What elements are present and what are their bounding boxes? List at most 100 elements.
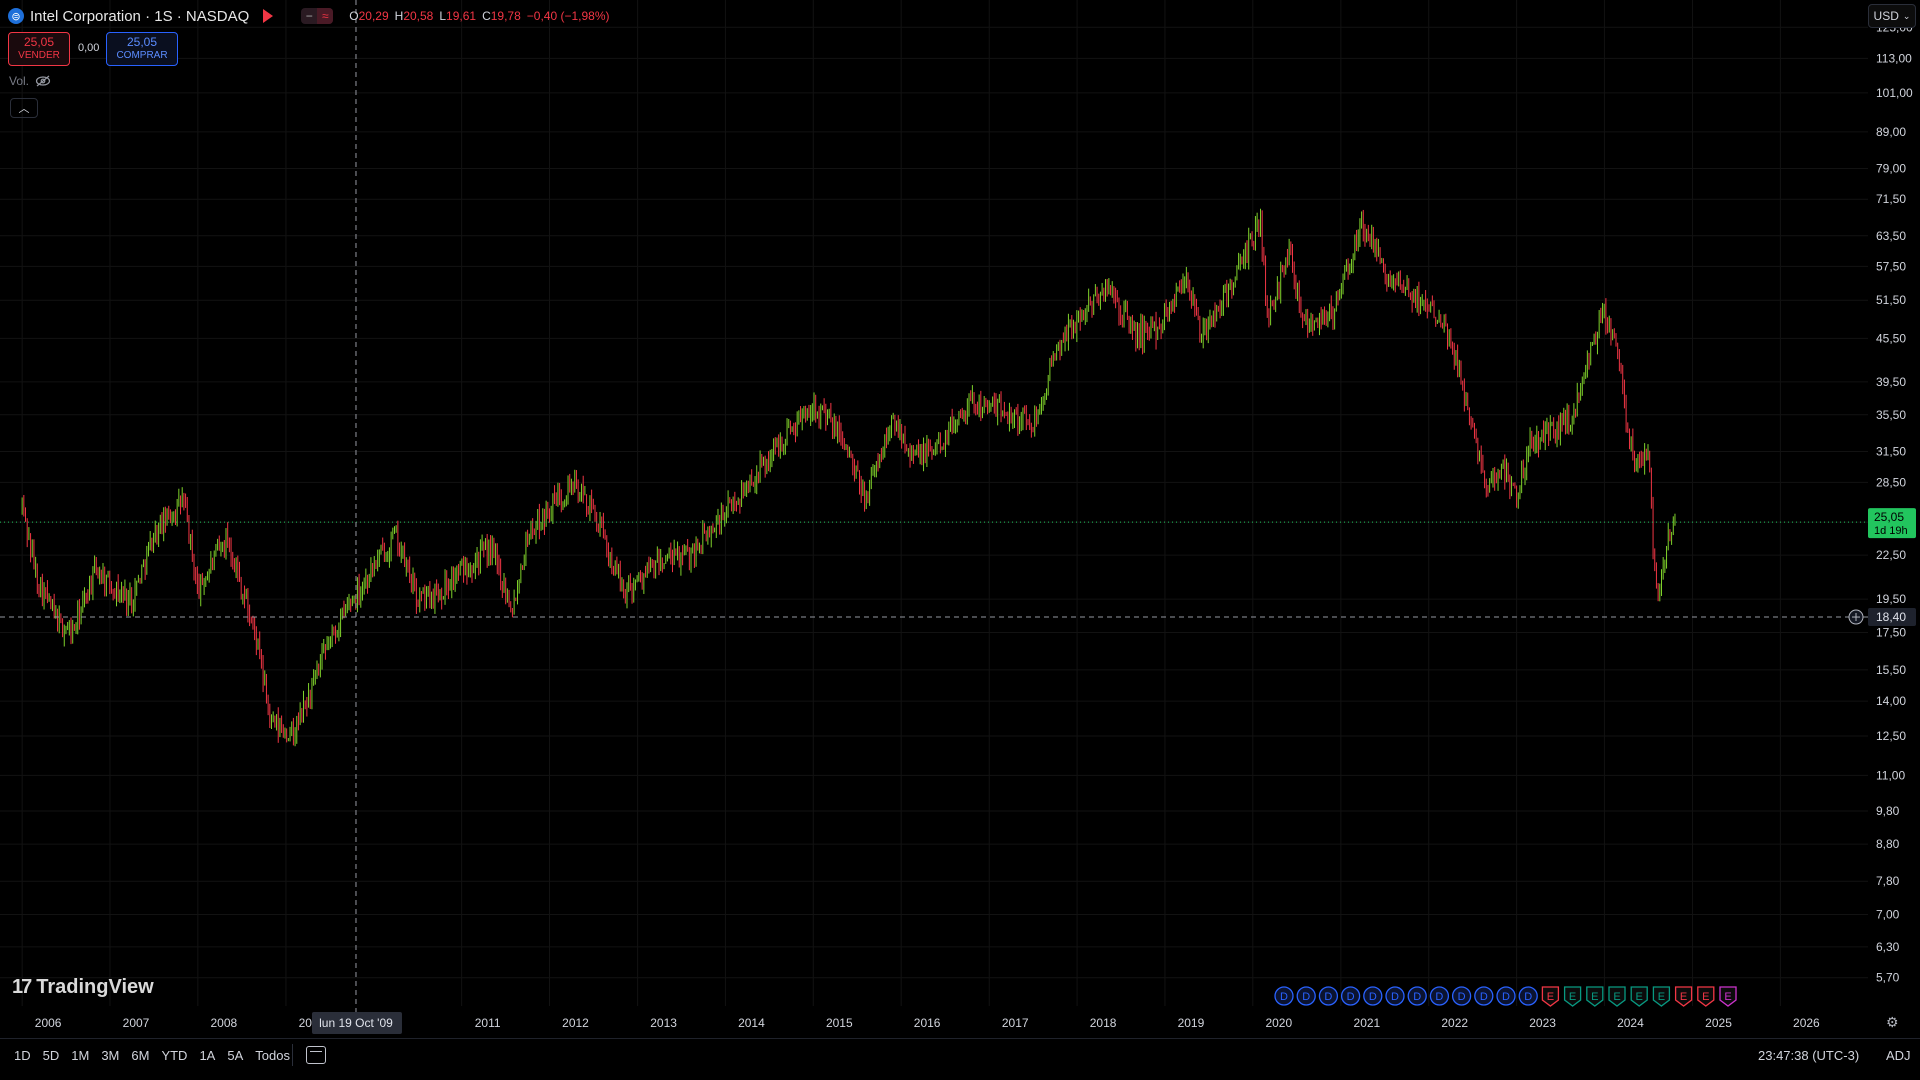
earnings-marker[interactable] [1608, 986, 1626, 1007]
event-marker-label: D [1502, 991, 1510, 1003]
dividend-marker[interactable] [1318, 986, 1339, 1006]
price-change: −0,40 (−1,98%) [526, 9, 610, 23]
calendar-icon[interactable] [306, 1046, 326, 1064]
event-marker-label: D [1369, 991, 1377, 1003]
y-tick-label: 12,50 [1876, 729, 1906, 743]
range-button-5a[interactable]: 5A [227, 1048, 244, 1063]
y-tick-label: 11,00 [1876, 768, 1905, 782]
y-tick-label: 79,00 [1876, 162, 1906, 176]
collapse-legend-button[interactable]: ︿ [10, 98, 38, 118]
earnings-marker[interactable] [1630, 986, 1648, 1007]
y-tick-label: 7,80 [1876, 874, 1900, 888]
brand-name: TradingView [36, 976, 154, 998]
x-tick-label: 2022 [1441, 1016, 1468, 1030]
x-tick-label: 2016 [914, 1016, 941, 1030]
x-tick-label: 2012 [562, 1016, 589, 1030]
clock[interactable]: 23:47:38 (UTC-3) [1758, 1048, 1860, 1063]
dividend-marker[interactable] [1429, 986, 1450, 1006]
earnings-marker[interactable] [1652, 986, 1671, 1007]
dividend-marker[interactable] [1363, 986, 1383, 1006]
earnings-marker[interactable] [1719, 986, 1737, 1007]
y-tick-label: 101,00 [1876, 86, 1913, 100]
y-tick-label: 39,50 [1876, 375, 1906, 389]
x-tick-label: 2018 [1090, 1016, 1117, 1030]
x-tick-label: 2015 [826, 1016, 853, 1030]
x-tick-label: 2007 [123, 1016, 150, 1030]
dividend-marker[interactable] [1407, 986, 1427, 1006]
buy-price: 25,05 [126, 35, 158, 49]
buy-label: COMPRAR [116, 50, 168, 61]
event-marker-label: D [1480, 991, 1488, 1003]
y-tick-label: 7,00 [1876, 908, 1900, 922]
dividend-marker[interactable] [1518, 986, 1538, 1006]
y-tick-label: 31,50 [1876, 445, 1906, 459]
x-tick-label: 2024 [1617, 1016, 1644, 1030]
event-marker-label: E [1724, 991, 1731, 1003]
globe-icon: ⊜ [8, 8, 24, 24]
toolbar-divider [292, 1044, 293, 1066]
y-tick-label: 63,50 [1876, 229, 1906, 243]
x-tick-label: 2006 [35, 1016, 62, 1030]
y-tick-label: 14,00 [1876, 694, 1906, 708]
minus-icon[interactable]: − [305, 9, 313, 23]
range-button-3m[interactable]: 3M [101, 1048, 120, 1063]
dividend-marker[interactable] [1385, 986, 1405, 1006]
symbol-header[interactable]: ⊜ Intel Corporation · 1S · NASDAQ − ≈ O2… [8, 6, 610, 26]
range-button-1m[interactable]: 1M [71, 1048, 90, 1063]
y-tick-label: 35,50 [1876, 408, 1906, 422]
event-marker-label: E [1658, 991, 1665, 1003]
earnings-marker[interactable] [1674, 986, 1693, 1007]
sell-button[interactable]: 25,05 VENDER [8, 32, 70, 66]
wave-icon[interactable]: ≈ [317, 8, 334, 24]
x-tick-label: 2020 [1265, 1016, 1292, 1030]
range-button-ytd[interactable]: YTD [161, 1048, 188, 1063]
currency-label: USD [1873, 9, 1899, 23]
dividend-marker[interactable] [1340, 986, 1361, 1006]
y-tick-label: 57,50 [1876, 259, 1906, 273]
price-chart[interactable]: 125,00113,00101,0089,0079,0071,5063,5057… [0, 0, 1920, 1038]
ohlc-values: O20,29 H20,58 L19,61 C19,78 −0,40 (−1,98… [349, 9, 610, 23]
crosshair-date-tag [311, 1012, 402, 1034]
range-button-todos[interactable]: Todos [255, 1048, 290, 1063]
currency-select[interactable]: USD ⌄ [1868, 4, 1916, 28]
last-price-label: 25,05 [1874, 510, 1904, 524]
bottom-toolbar [0, 1038, 1920, 1075]
symbol-title[interactable]: Intel Corporation · 1S · NASDAQ [30, 7, 250, 25]
tradingview-logo[interactable]: 17 TradingView [12, 976, 154, 999]
event-marker-label: E [1636, 991, 1643, 1003]
flag-icon[interactable] [263, 9, 274, 23]
y-tick-label: 15,50 [1876, 663, 1906, 677]
range-button-5d[interactable]: 5D [42, 1048, 60, 1063]
dividend-marker[interactable] [1274, 986, 1294, 1006]
range-button-1d[interactable]: 1D [14, 1048, 31, 1063]
x-tick-label: 2017 [1002, 1016, 1029, 1030]
tradingview-mark-icon: 17 [12, 976, 32, 998]
eye-off-icon[interactable] [35, 75, 51, 87]
earnings-marker[interactable] [1697, 986, 1715, 1007]
earnings-marker[interactable] [1541, 986, 1560, 1007]
volume-label: Vol. [9, 74, 30, 88]
event-marker-label: D [1458, 991, 1466, 1003]
range-button-6m[interactable]: 6M [131, 1048, 150, 1063]
dividend-marker[interactable] [1474, 986, 1494, 1006]
crosshair-price-label: 18,40 [1876, 610, 1906, 624]
earnings-marker[interactable] [1563, 986, 1582, 1007]
range-button-1a[interactable]: 1A [199, 1048, 216, 1063]
adj-toggle[interactable]: ADJ [1886, 1048, 1911, 1063]
x-tick-label: 2023 [1529, 1016, 1556, 1030]
dividend-marker[interactable] [1296, 986, 1316, 1006]
dividend-marker[interactable] [1451, 986, 1472, 1006]
x-tick-label: 2011 [475, 1016, 501, 1030]
countdown-label: 1d 19h [1874, 525, 1908, 537]
crosshair-date-label: lun 19 Oct '09 [319, 1016, 393, 1030]
dividend-marker[interactable] [1496, 986, 1516, 1006]
x-tick-label: 2019 [1178, 1016, 1205, 1030]
gear-icon[interactable]: ⚙ [1886, 1014, 1899, 1030]
chevron-down-icon: ⌄ [1902, 10, 1911, 21]
earnings-marker[interactable] [1586, 986, 1604, 1007]
x-tick-label: 2021 [1354, 1016, 1381, 1030]
indicator-toggle[interactable]: − ≈ [301, 8, 334, 24]
volume-legend[interactable]: Vol. [9, 74, 51, 88]
buy-button[interactable]: 25,05 COMPRAR [106, 32, 178, 66]
spread-value: 0,00 [78, 42, 100, 54]
